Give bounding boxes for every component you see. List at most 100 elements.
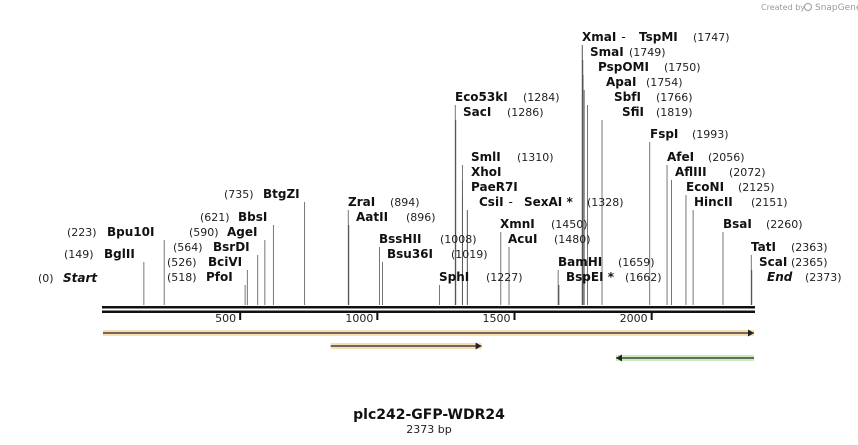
feature-arrow-3[interactable] xyxy=(616,354,754,362)
site-position: (2373) xyxy=(805,271,842,284)
site-sbfi[interactable]: SbfI (1766) xyxy=(614,90,693,104)
credit-prefix: Created by xyxy=(761,3,805,12)
site-position: (1227) xyxy=(486,271,523,284)
site-pspomi[interactable]: PspOMI (1750) xyxy=(598,60,701,74)
site-bsshii[interactable]: BssHII (1008) xyxy=(379,232,477,246)
site-name: BspEI * xyxy=(566,270,615,284)
ruler-tick xyxy=(513,313,516,320)
credit-brand: SnapGene xyxy=(815,3,858,13)
site-btgzi[interactable]: BtgZI (735) xyxy=(224,187,300,201)
site-end[interactable]: End (2373) xyxy=(767,270,842,284)
site-position: (2072) xyxy=(729,166,766,179)
site-position: (1480) xyxy=(554,233,591,246)
site-name: Eco53kI xyxy=(455,90,508,104)
feature-arrow-1[interactable] xyxy=(103,329,754,337)
site-position: (1750) xyxy=(664,61,701,74)
site-position: (1019) xyxy=(451,248,488,261)
site-position: (1008) xyxy=(440,233,477,246)
site-bsu36i[interactable]: Bsu36I (1019) xyxy=(387,247,488,261)
site-bpu10i[interactable]: Bpu10I (223) xyxy=(67,225,154,239)
site-labels: Start (0) BglII (149) Bpu10I (223) PfoI (518) Bc… xyxy=(38,30,842,285)
site-xhoi[interactable]: XhoI xyxy=(471,165,502,179)
backbone-bottom-strand xyxy=(102,310,755,313)
site-pfoi[interactable]: PfoI (518) xyxy=(167,270,233,284)
site-name: AfeI xyxy=(667,150,694,164)
site-paer7i[interactable]: PaeR7I xyxy=(471,180,518,194)
site-position: (149) xyxy=(64,248,94,261)
site-name: BsaI xyxy=(723,217,752,231)
site-name: Bsu36I xyxy=(387,247,433,261)
site-position: (1754) xyxy=(646,76,683,89)
site-name: TatI xyxy=(751,240,776,254)
site-acui[interactable]: AcuI (1480) xyxy=(508,232,591,246)
site-xmni[interactable]: XmnI (1450) xyxy=(500,217,588,231)
site-sfii[interactable]: SfiI (1819) xyxy=(622,105,693,119)
site-name: SmaI xyxy=(590,45,624,59)
site-smai[interactable]: SmaI (1749) xyxy=(590,45,666,59)
site-name: PaeR7I xyxy=(471,180,518,194)
site-position: (894) xyxy=(390,196,420,209)
site-bbsi[interactable]: BbsI (621) xyxy=(200,210,267,224)
site-tspmi[interactable]: TspMI (1747) xyxy=(639,30,730,44)
site-tati[interactable]: TatI (2363) xyxy=(751,240,828,254)
ruler-tick xyxy=(376,313,379,320)
site-position: (1749) xyxy=(629,46,666,59)
site-start[interactable]: Start (0) xyxy=(38,271,98,285)
site-sexai[interactable]: SexAI * (1328) xyxy=(524,195,624,209)
site-zrai[interactable]: ZraI (894) xyxy=(348,195,420,209)
site-name: BssHII xyxy=(379,232,421,246)
site-hincii[interactable]: HincII (2151) xyxy=(694,195,788,209)
site-separator: - xyxy=(621,30,625,44)
site-afliii[interactable]: AflIII (2072) xyxy=(675,165,766,179)
site-name: BamHI xyxy=(558,255,602,269)
site-name: SacI xyxy=(463,105,491,119)
site-name: SphI xyxy=(439,270,469,284)
site-position: (1766) xyxy=(656,91,693,104)
site-name: XmnI xyxy=(500,217,535,231)
site-aatii[interactable]: AatII (896) xyxy=(356,210,436,224)
site-position: (621) xyxy=(200,211,230,224)
site-fspi[interactable]: FspI (1993) xyxy=(650,127,729,141)
site-name: PspOMI xyxy=(598,60,649,74)
site-apai[interactable]: ApaI (1754) xyxy=(606,75,683,89)
site-bsrdi[interactable]: BsrDI (564) xyxy=(173,240,250,254)
site-name: SbfI xyxy=(614,90,641,104)
site-connectors xyxy=(143,45,753,305)
site-saci[interactable]: SacI (1286) xyxy=(463,105,544,119)
site-position: (1328) xyxy=(587,196,624,209)
site-afei[interactable]: AfeI (2056) xyxy=(667,150,745,164)
arrow-right-icon xyxy=(748,329,754,337)
site-name: End xyxy=(767,270,793,284)
map-length: 2373 bp xyxy=(406,423,451,436)
site-agei[interactable]: AgeI (590) xyxy=(189,225,257,239)
site-position: (1284) xyxy=(523,91,560,104)
site-name: CsiI xyxy=(479,195,504,209)
site-name: SfiI xyxy=(622,105,644,119)
site-bglii[interactable]: BglII (149) xyxy=(64,247,135,261)
features xyxy=(103,329,754,362)
site-position: (896) xyxy=(406,211,436,224)
site-position: (2056) xyxy=(708,151,745,164)
site-name: FspI xyxy=(650,127,678,141)
site-bcivi[interactable]: BciVI (526) xyxy=(167,255,242,269)
site-sphi[interactable]: SphI (1227) xyxy=(439,270,523,284)
site-position: (1659) xyxy=(618,256,655,269)
site-position: (1747) xyxy=(693,31,730,44)
site-bamhi[interactable]: BamHI (1659) xyxy=(558,255,655,269)
site-bspei[interactable]: BspEI * (1662) xyxy=(566,270,662,284)
site-scai[interactable]: ScaI (2365) xyxy=(759,255,828,269)
site-csii[interactable]: CsiI - xyxy=(479,195,513,209)
site-name: PfoI xyxy=(206,270,233,284)
site-name: SmlI xyxy=(471,150,501,164)
backbone-top-strand xyxy=(102,306,755,309)
site-smli[interactable]: SmlI (1310) xyxy=(471,150,554,164)
site-name: ZraI xyxy=(348,195,375,209)
site-separator: - xyxy=(509,195,513,209)
site-econi[interactable]: EcoNI (2125) xyxy=(686,180,775,194)
site-xmai[interactable]: XmaI - xyxy=(582,30,626,44)
site-bsai[interactable]: BsaI (2260) xyxy=(723,217,803,231)
site-eco53ki[interactable]: Eco53kI (1284) xyxy=(455,90,560,104)
site-name: AgeI xyxy=(227,225,257,239)
ruler-tick-label: 1500 xyxy=(483,312,511,325)
feature-arrow-2[interactable] xyxy=(330,342,482,350)
